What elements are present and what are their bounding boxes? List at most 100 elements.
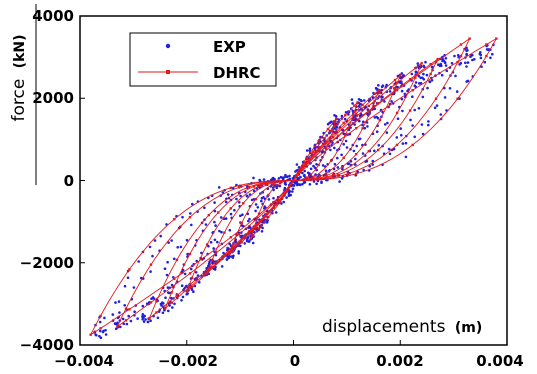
exp-point [485, 48, 489, 51]
exp-point [192, 290, 195, 294]
dhrc-point [342, 156, 345, 159]
exp-point [118, 311, 121, 314]
exp-point [251, 241, 255, 245]
exp-point [362, 168, 366, 172]
exp-point [274, 211, 278, 214]
dhrc-point [252, 185, 256, 188]
exp-point [344, 111, 348, 114]
dhrc-point [332, 125, 336, 128]
exp-point [179, 245, 183, 249]
exp-point [217, 186, 221, 189]
exp-point [228, 242, 231, 246]
exp-point [226, 193, 230, 196]
exp-point [312, 180, 316, 183]
dhrc-point [240, 241, 243, 244]
exp-point [281, 177, 285, 181]
exp-point [137, 260, 140, 263]
exp-point [171, 306, 174, 309]
dhrc-point [318, 146, 322, 149]
exp-point [163, 267, 167, 271]
dhrc-point [247, 230, 251, 233]
exp-point [141, 304, 145, 308]
exp-point [303, 169, 307, 173]
exp-point [237, 252, 240, 255]
exp-point [401, 109, 404, 113]
exp-point [183, 272, 187, 276]
exp-point [333, 162, 337, 166]
exp-point [353, 123, 357, 126]
exp-point [395, 136, 399, 139]
exp-point [479, 53, 483, 57]
dhrc-point [331, 173, 335, 177]
dhrc-point [242, 202, 245, 205]
exp-point [294, 170, 297, 173]
exp-point [169, 296, 173, 300]
dhrc-point [237, 186, 241, 189]
exp-point [291, 187, 295, 191]
exp-point [173, 302, 176, 306]
dhrc-point [305, 156, 308, 159]
exp-point [129, 319, 133, 323]
dhrc-point [205, 272, 209, 275]
x-tick-label: 0 [290, 352, 300, 370]
exp-point [385, 83, 388, 87]
exp-point [284, 175, 288, 178]
exp-point [172, 257, 176, 261]
dhrc-point [393, 78, 397, 82]
series-layer [89, 37, 498, 340]
exp-point [101, 330, 105, 334]
exp-point [166, 286, 170, 289]
exp-point [410, 72, 414, 76]
dhrc-point [367, 104, 370, 108]
exp-point [465, 80, 469, 83]
exp-point [176, 246, 179, 249]
exp-point [123, 304, 126, 307]
exp-point [252, 189, 256, 193]
dhrc-point [252, 226, 256, 229]
exp-point [98, 334, 101, 338]
exp-point [263, 207, 266, 210]
exp-point [272, 196, 275, 200]
axis-ticks [79, 15, 508, 346]
dhrc-point [377, 148, 380, 152]
dhrc-point [173, 277, 176, 280]
dhrc-point [312, 150, 315, 153]
exp-point [425, 73, 429, 77]
exp-point [413, 108, 417, 112]
exp-point [337, 118, 341, 121]
exp-point [422, 78, 426, 81]
exp-point [208, 260, 211, 264]
exp-point [420, 123, 424, 126]
exp-point [335, 125, 339, 129]
exp-point [180, 284, 184, 288]
exp-point [186, 252, 189, 256]
dhrc-point [377, 102, 380, 105]
exp-point [421, 95, 425, 99]
exp-point [417, 107, 421, 110]
exp-point [456, 54, 460, 57]
dhrc-point [155, 311, 158, 314]
dhrc-point [344, 134, 347, 137]
legend-marker-dhrc [166, 70, 170, 74]
dhrc-point [312, 175, 315, 178]
exp-point [258, 178, 262, 182]
exp-point [98, 320, 102, 324]
exp-point [291, 190, 294, 193]
legend: EXP DHRC [129, 32, 277, 87]
exp-point [261, 226, 264, 230]
dhrc-point [259, 184, 262, 187]
dhrc-point [395, 89, 399, 92]
exp-point [265, 221, 269, 224]
dhrc-point [434, 60, 438, 64]
exp-point [465, 52, 468, 56]
exp-point [167, 241, 170, 244]
exp-point [151, 254, 154, 258]
exp-point [237, 250, 240, 253]
exp-point [400, 97, 404, 101]
exp-point [117, 300, 121, 303]
exp-point [315, 182, 318, 186]
exp-point [247, 219, 250, 223]
exp-point [299, 175, 302, 179]
exp-point [165, 273, 169, 277]
dhrc-point [185, 290, 188, 293]
